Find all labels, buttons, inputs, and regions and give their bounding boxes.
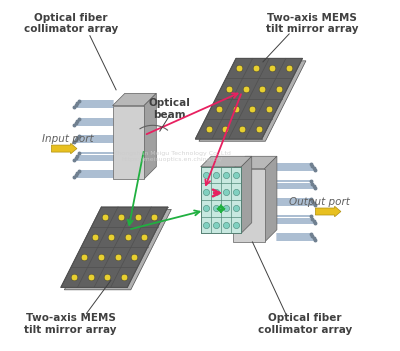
- Polygon shape: [233, 168, 265, 242]
- Polygon shape: [112, 93, 156, 106]
- Polygon shape: [196, 58, 302, 139]
- Text: Input port: Input port: [42, 134, 94, 144]
- Polygon shape: [61, 207, 168, 287]
- FancyArrow shape: [52, 143, 77, 154]
- Polygon shape: [144, 93, 156, 179]
- Polygon shape: [201, 167, 241, 233]
- Polygon shape: [199, 61, 306, 141]
- Polygon shape: [265, 156, 277, 242]
- Text: Two-axis MEMS
tilt mirror array: Two-axis MEMS tilt mirror array: [24, 313, 117, 335]
- FancyArrow shape: [315, 206, 341, 217]
- Text: Output port: Output port: [290, 197, 350, 207]
- Text: Optical fiber
collimator array: Optical fiber collimator array: [24, 13, 118, 34]
- Polygon shape: [241, 156, 252, 233]
- Text: Two-axis MEMS
tilt mirror array: Two-axis MEMS tilt mirror array: [266, 13, 358, 34]
- Polygon shape: [201, 156, 252, 167]
- Text: Optical
beam: Optical beam: [148, 98, 190, 120]
- Text: Zhongshan Meigu Technology Co.,Ltd
https://meisuoptics.en.china.cn/: Zhongshan Meigu Technology Co.,Ltd https…: [113, 151, 231, 162]
- Polygon shape: [112, 106, 144, 179]
- Polygon shape: [233, 156, 277, 168]
- Text: Optical fiber
collimator array: Optical fiber collimator array: [258, 313, 352, 335]
- Polygon shape: [64, 210, 171, 290]
